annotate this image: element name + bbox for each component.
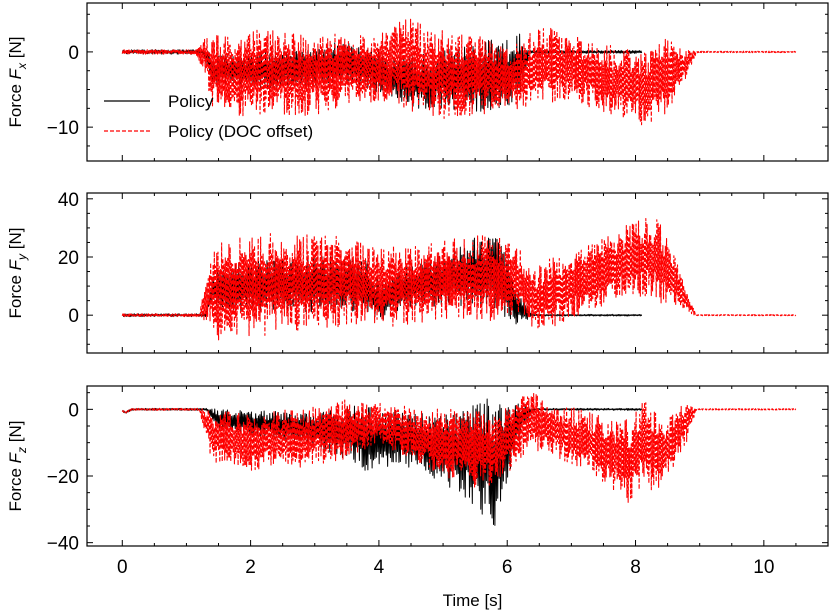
x-tick-label: 2 bbox=[245, 557, 256, 578]
series-line-policy-doc-offset bbox=[121, 392, 797, 503]
legend-label-policy-doc-offset: Policy (DOC offset) bbox=[168, 122, 313, 141]
x-tick-label: 6 bbox=[502, 557, 513, 578]
y-tick-label: 0 bbox=[68, 43, 79, 64]
y-axis-title-prefix: Force bbox=[6, 463, 25, 511]
y-axis-title-symbol: F bbox=[6, 67, 25, 79]
y-axis-title-subscript: y bbox=[15, 253, 29, 261]
y-axis-title: Force Fx [N] bbox=[6, 36, 29, 127]
y-axis-title-subscript: x bbox=[15, 62, 29, 70]
plot-frame bbox=[86, 2, 829, 162]
legend: Policy Policy (DOC offset) bbox=[104, 92, 313, 141]
y-tick-label: 40 bbox=[58, 190, 79, 211]
y-axis-title-symbol: F bbox=[6, 451, 25, 463]
y-tick-label: 20 bbox=[58, 248, 79, 269]
x-axis-title: Time [s] bbox=[443, 591, 503, 610]
legend-label-policy: Policy bbox=[168, 92, 214, 111]
panel-fy: 0 20 40 Force Fy [N] bbox=[6, 190, 829, 354]
y-axis-title: Force Fz [N] bbox=[6, 420, 29, 511]
plot-frame bbox=[86, 385, 829, 547]
series-line-policy bbox=[121, 398, 643, 526]
y-axis-title-prefix: Force bbox=[6, 79, 25, 127]
y-axis-title-suffix: [N] bbox=[6, 227, 25, 253]
y-tick-label: −40 bbox=[47, 534, 79, 555]
y-axis-title-prefix: Force bbox=[6, 270, 25, 318]
y-tick-label: 0 bbox=[68, 306, 79, 327]
series-line-policy-doc-offset bbox=[121, 218, 797, 341]
y-axis-title: Force Fy [N] bbox=[6, 227, 29, 318]
panel-fx: 0 −10 Force Fx [N] Policy Policy (DOC offset… bbox=[6, 2, 829, 162]
series-line-policy-doc-offset bbox=[121, 18, 797, 126]
plot-frame bbox=[86, 192, 829, 354]
y-axis-title-suffix: [N] bbox=[6, 420, 25, 446]
y-tick-label: 0 bbox=[68, 400, 79, 421]
y-axis-title-subscript: z bbox=[15, 447, 29, 454]
x-tick-label: 0 bbox=[117, 557, 128, 578]
y-axis-title-symbol: F bbox=[6, 258, 25, 270]
x-tick-label: 8 bbox=[630, 557, 641, 578]
y-axis-title-suffix: [N] bbox=[6, 36, 25, 62]
x-tick-label: 10 bbox=[753, 557, 774, 578]
panel-fz: 0 −20 −40 0 2 4 6 8 10 Force Fz [N] Time [s] bbox=[6, 385, 829, 610]
y-tick-label: −20 bbox=[47, 467, 79, 488]
y-tick-label: −10 bbox=[47, 118, 79, 139]
x-tick-label: 4 bbox=[374, 557, 385, 578]
